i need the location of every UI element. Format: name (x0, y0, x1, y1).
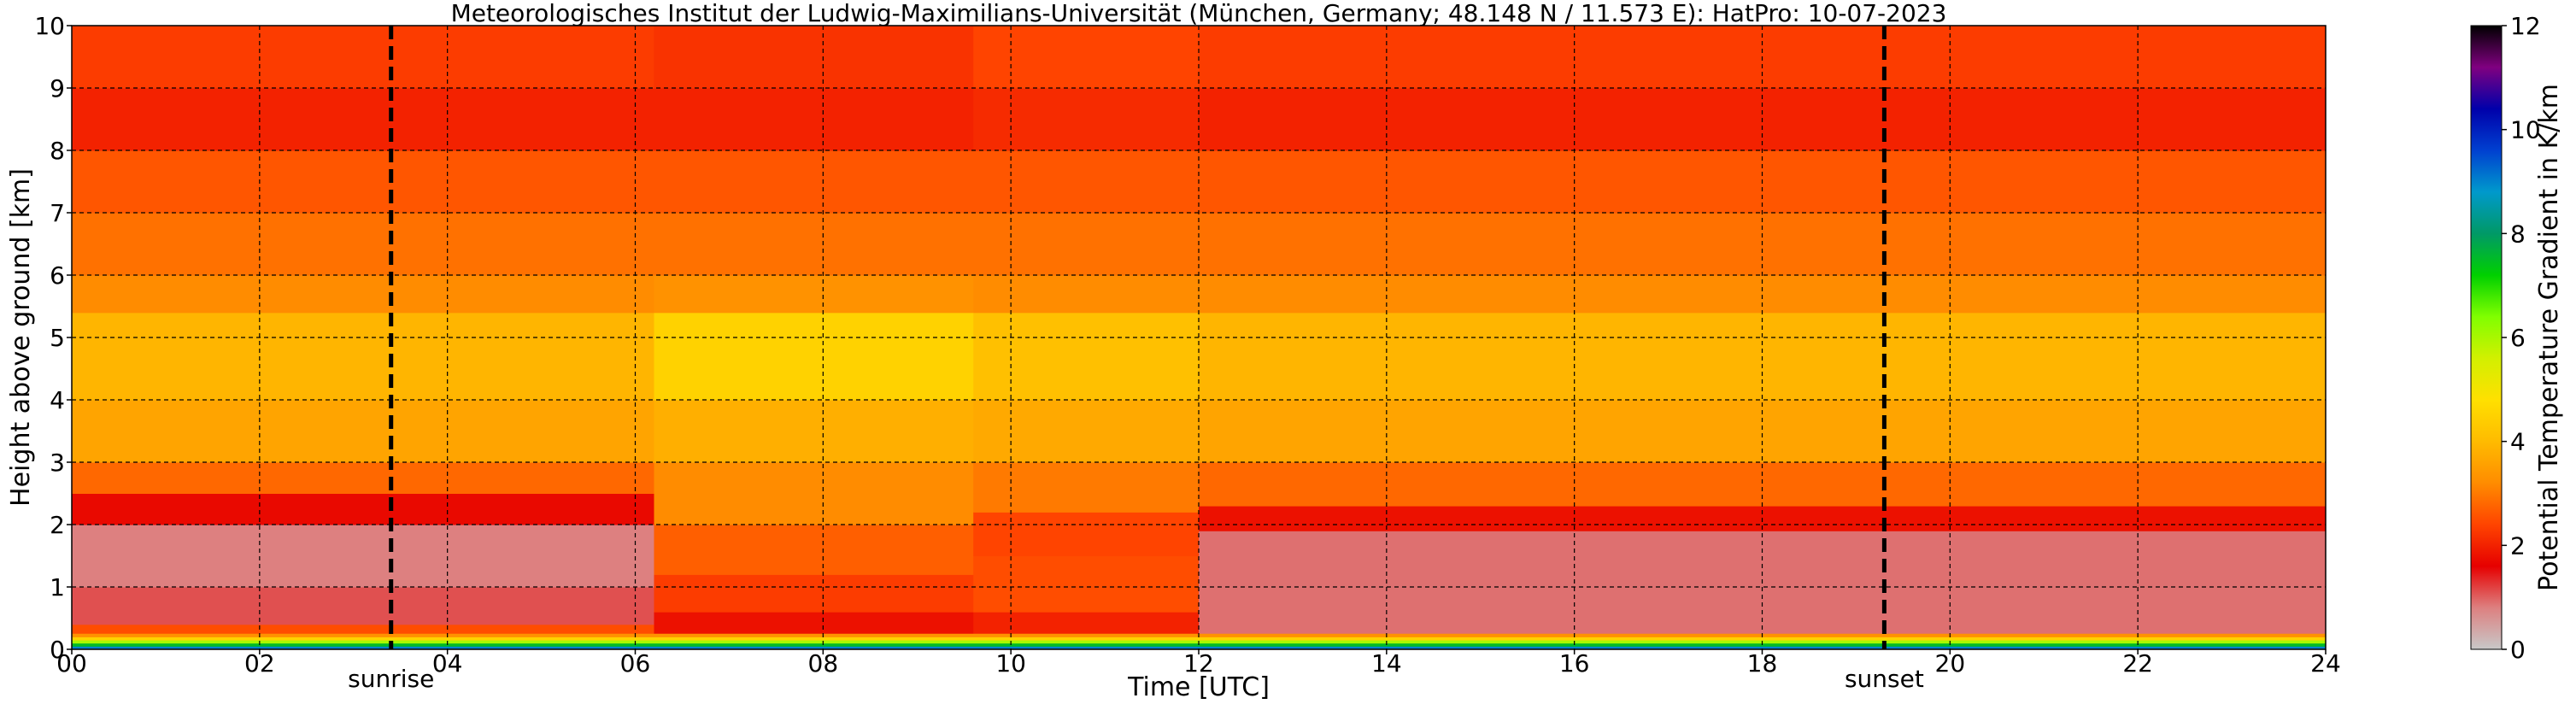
heatmap-cell-3-3 (1199, 400, 2326, 463)
y-axis-label: Height above ground [km] (6, 168, 36, 507)
grid (72, 26, 2326, 649)
x-tick-label: 06 (620, 649, 651, 678)
x-tick-label: 04 (432, 649, 463, 678)
heatmap-cell-1-1 (654, 574, 974, 613)
x-tick-label: 20 (1935, 649, 1966, 678)
x-tick-label: 24 (2310, 649, 2341, 678)
heatmap-cell-1-6 (654, 275, 974, 314)
heatmap-cell-2-6 (973, 275, 1200, 314)
x-tick-label: 08 (808, 649, 839, 678)
heatmap-cell-0-2 (72, 525, 654, 588)
heatmap-cell-1-10 (654, 26, 974, 89)
heatmap-cell-0-8 (72, 213, 654, 276)
heatmap-cell-2-5 (973, 312, 1200, 401)
y-tick-label: 4 (50, 386, 65, 414)
x-tick-label: 22 (2122, 649, 2153, 678)
colorbar-tick-label: 8 (2510, 220, 2526, 248)
sunrise-label: sunrise (348, 665, 434, 693)
y-tick-label: 8 (50, 137, 65, 165)
heatmap-cell-1-9 (654, 88, 974, 151)
heatmap-cell-0-0 (72, 624, 654, 635)
y-tick-label: 0 (50, 636, 65, 664)
heatmap-cell-2-7 (973, 213, 1200, 276)
heatmap-cell-0-10 (72, 88, 654, 151)
heatmap-cell-0-1 (72, 587, 654, 625)
x-tick-label: 00 (56, 649, 87, 678)
colorbar-tick-label: 0 (2510, 636, 2526, 664)
heatmap-cell-0-11 (72, 26, 654, 89)
colorbar-tick-label: 2 (2510, 531, 2526, 560)
event-markers (389, 26, 1887, 649)
x-axis-label: Time [UTC] (1127, 672, 1270, 702)
heatmap-cell-1-7 (654, 213, 974, 276)
x-tick-label: 02 (244, 649, 275, 678)
x-tick-label: 12 (1183, 649, 1214, 678)
sunset-label: sunset (1845, 665, 1924, 693)
y-tick-label: 9 (50, 74, 65, 103)
x-tick-label: 10 (995, 649, 1026, 678)
y-axis: 0 1 2 3 4 5 6 7 8 9 10 (34, 12, 72, 664)
y-tick-label: 5 (50, 324, 65, 352)
colorbar-tick-label: 12 (2510, 12, 2541, 40)
x-tick-label: 14 (1371, 649, 1402, 678)
heatmap-cell-0-3 (72, 493, 654, 525)
colorbar (2470, 25, 2503, 650)
event-labels: sunrise sunset (348, 665, 1924, 693)
y-tick-label: 1 (50, 573, 65, 601)
y-tick-label: 7 (50, 199, 65, 227)
y-tick-label: 3 (50, 449, 65, 477)
colorbar-tick-label: 10 (2510, 116, 2541, 144)
heatmap-cell-1-2 (654, 525, 974, 575)
heatmap-cell-0-7 (72, 275, 654, 314)
y-tick-label: 6 (50, 261, 65, 290)
heatmap-cell-2-10 (973, 26, 1200, 89)
colorbar-ticks: 0 2 4 6 8 10 12 (2502, 12, 2541, 664)
heatmap-cell-1-8 (654, 150, 974, 214)
heatmap-cell-2-8 (973, 150, 1200, 214)
x-axis: 00 02 04 06 08 10 12 14 16 18 20 22 24 (56, 649, 2341, 678)
y-tick-label: 2 (50, 511, 65, 539)
heatmap-cell-1-0 (654, 612, 974, 635)
heatmap-cell-0-6 (72, 312, 654, 401)
colorbar-label: Potential Temperature Gradient in K/km (2534, 84, 2564, 591)
y-tick-label: 10 (34, 12, 65, 40)
colorbar-tick-label: 6 (2510, 324, 2526, 352)
colorbar-tick-label: 4 (2510, 428, 2526, 456)
heatmap-cell-0-5 (72, 400, 654, 463)
heatmap-cell-2-1 (973, 555, 1200, 613)
heatmap-cell-2-0 (973, 612, 1200, 635)
heatmap-cell-0-9 (72, 150, 654, 214)
x-tick-label: 16 (1559, 649, 1590, 678)
heatmap-cell-2-2 (973, 512, 1200, 556)
heatmap-cell-0-4 (72, 462, 654, 494)
surface-layer-3 (72, 637, 2326, 641)
heatmap-cell-2-9 (973, 88, 1200, 151)
heatmap-cell-1-3 (654, 462, 974, 525)
heatmap-cell-3-2 (1199, 462, 2326, 507)
heatmap-cell-1-4 (654, 400, 974, 463)
chart-title: Meteorologisches Institut der Ludwig-Max… (451, 0, 1947, 27)
surface-layer-0 (72, 646, 2326, 649)
x-tick-label: 18 (1747, 649, 1778, 678)
heatmap-cell-2-4 (973, 400, 1200, 463)
heatmap-cell-2-3 (973, 462, 1200, 513)
heatmap-cell-1-5 (654, 312, 974, 401)
